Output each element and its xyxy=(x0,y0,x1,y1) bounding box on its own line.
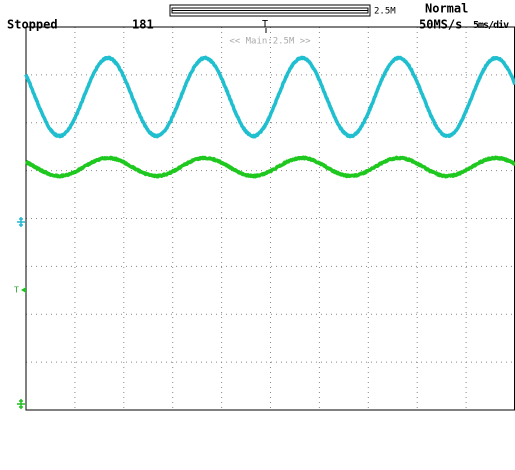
record-bar xyxy=(170,5,370,16)
zoom-label: << Main:2.5M >> xyxy=(229,37,311,47)
svg-text:T: T xyxy=(14,286,19,295)
record-length: 2.5M xyxy=(374,7,396,17)
sample-rate: 50MS/s xyxy=(419,18,462,32)
acquisition-count: 181 xyxy=(132,18,154,32)
channel-markers: T xyxy=(14,217,26,409)
waveform-area xyxy=(26,27,515,410)
trigger-mode: Normal xyxy=(425,2,468,16)
status: Stopped xyxy=(7,18,58,32)
timebase: 5ms/div xyxy=(473,19,509,31)
trigger-position: T xyxy=(262,19,268,33)
svg-text:T: T xyxy=(262,19,268,30)
